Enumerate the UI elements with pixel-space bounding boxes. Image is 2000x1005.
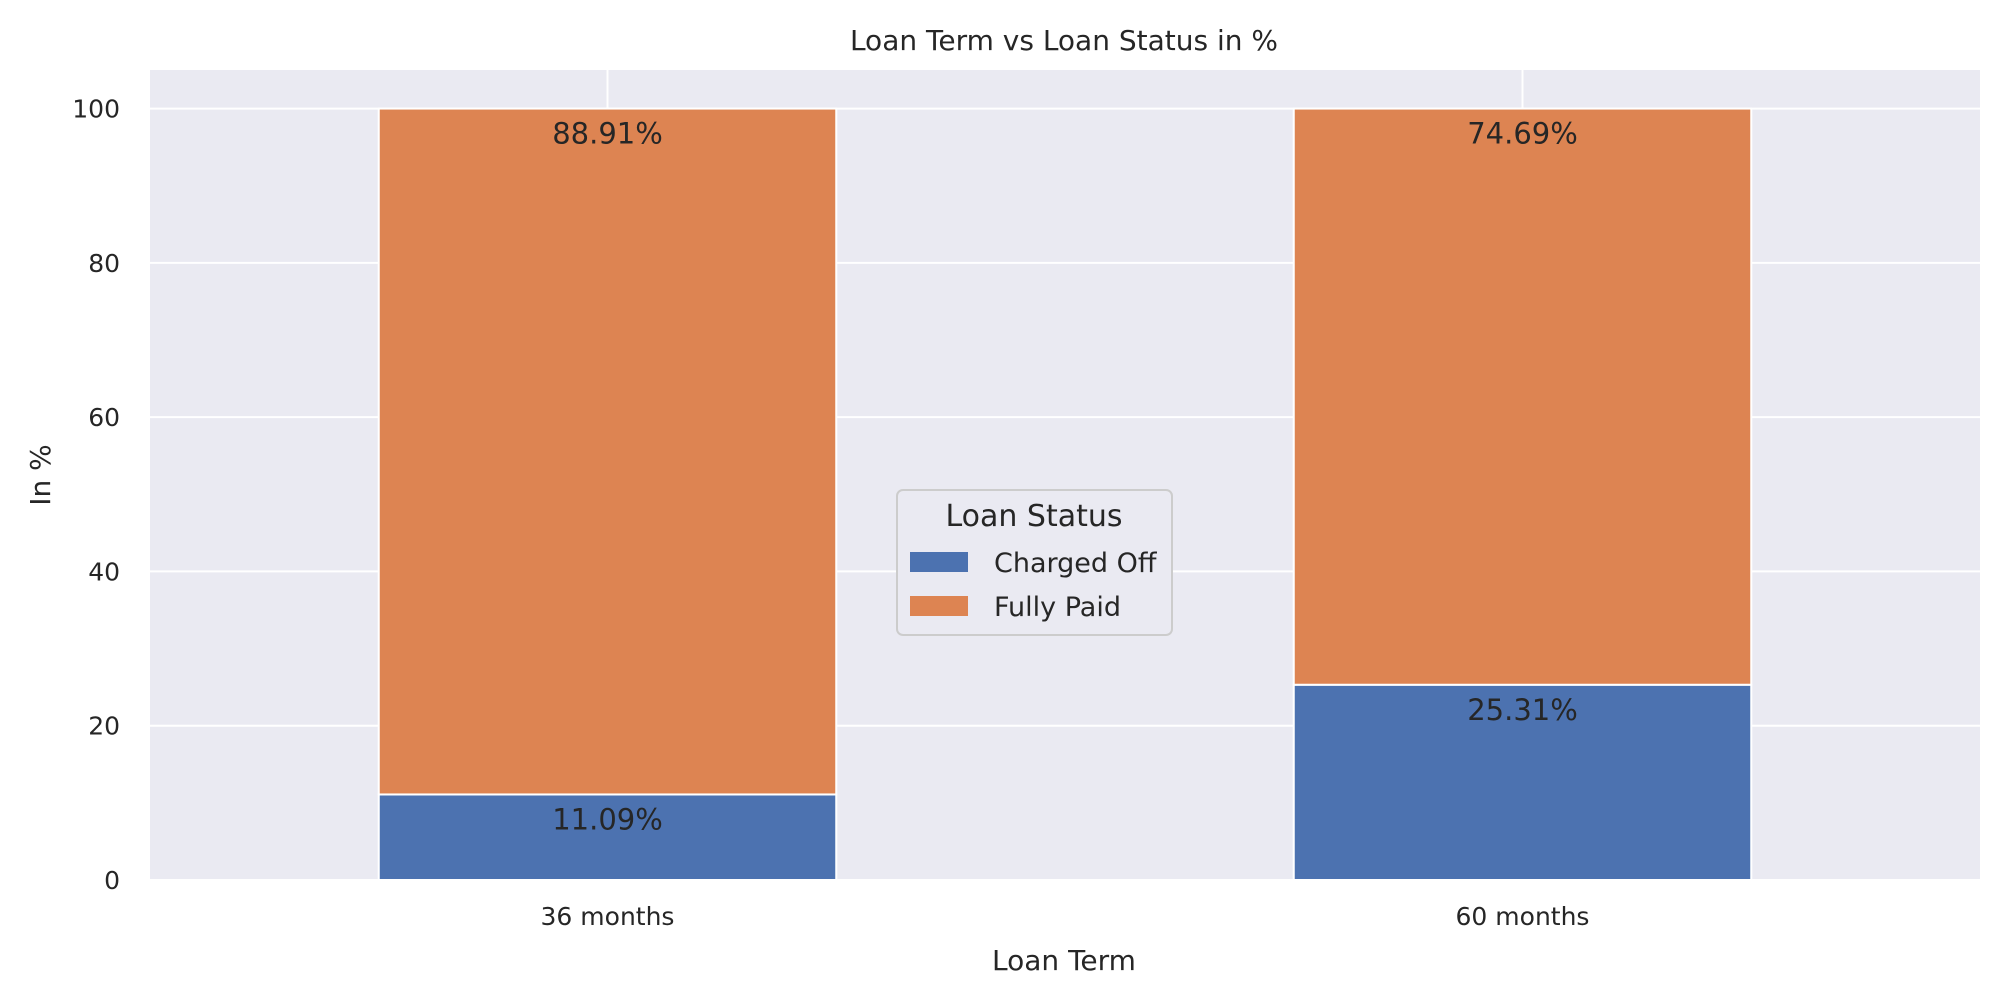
- x-tick-label: 36 months: [541, 902, 675, 931]
- y-tick-label: 0: [104, 866, 120, 895]
- legend-swatch-charged-off: [910, 552, 968, 572]
- data-label-fully-paid: 88.91%: [552, 117, 663, 151]
- y-tick-label: 20: [88, 712, 120, 741]
- bar-charged-off: [1292, 683, 1753, 881]
- label-layer: 11.09% 88.91% 25.31% 74.69%: [552, 117, 1578, 837]
- legend-label-charged-off: Charged Off: [994, 548, 1158, 579]
- y-tick-label: 60: [88, 403, 120, 432]
- bar-layer: [377, 107, 1753, 881]
- tick-layer: 0 20 40 60 80 100 36 months 60 months: [72, 95, 1589, 931]
- bar-fully-paid: [377, 107, 838, 796]
- legend-title: Loan Status: [945, 499, 1122, 534]
- bar-charged-off: [377, 793, 838, 881]
- x-axis-label: Loan Term: [992, 944, 1136, 977]
- x-tick-label: 60 months: [1456, 902, 1590, 931]
- legend-label-fully-paid: Fully Paid: [994, 592, 1121, 623]
- y-tick-label: 100: [72, 95, 120, 124]
- data-label-fully-paid: 74.69%: [1467, 117, 1578, 151]
- data-label-charged-off: 25.31%: [1467, 693, 1578, 727]
- y-tick-label: 80: [88, 249, 120, 278]
- bar-fully-paid: [1292, 107, 1753, 686]
- legend-swatch-fully-paid: [910, 596, 968, 616]
- y-axis-label: In %: [24, 444, 57, 506]
- y-tick-label: 40: [88, 557, 120, 586]
- chart-title: Loan Term vs Loan Status in %: [850, 24, 1278, 57]
- data-label-charged-off: 11.09%: [552, 802, 663, 836]
- legend: Loan Status Charged Off Fully Paid: [896, 489, 1173, 636]
